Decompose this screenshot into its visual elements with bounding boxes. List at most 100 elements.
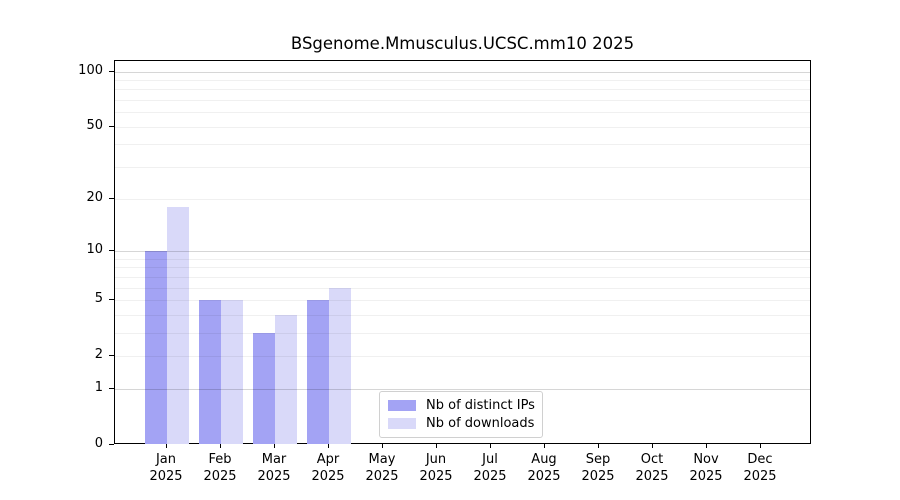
x-tick-label: Oct 2025 xyxy=(625,451,679,485)
x-tick-month: Jan xyxy=(155,452,177,467)
x-tick-month: Apr xyxy=(316,452,340,467)
bar-nb-of-downloads-apr xyxy=(329,287,351,444)
plot-area xyxy=(114,60,811,444)
x-tick-year: 2025 xyxy=(257,469,291,484)
gridline-minor xyxy=(115,112,810,114)
x-tick xyxy=(382,444,383,448)
gridline-major xyxy=(115,71,810,73)
x-tick xyxy=(760,444,761,448)
bar-nb-of-distinct-ips-jan xyxy=(145,250,167,444)
gridline-minor xyxy=(115,126,810,128)
gridline-minor xyxy=(115,89,810,91)
gridline-minor xyxy=(115,79,810,81)
gridline-minor xyxy=(115,314,810,316)
x-tick-month: Jun xyxy=(425,452,447,467)
legend-swatch-downloads xyxy=(388,418,416,429)
y-tick xyxy=(109,197,114,199)
gridline-minor xyxy=(115,267,810,269)
y-tick-label: 100 xyxy=(78,62,103,78)
gridline-minor xyxy=(115,258,810,260)
legend-label-distinct-ips: Nb of distinct IPs xyxy=(426,398,535,413)
legend-swatch-distinct-ips xyxy=(388,400,416,411)
x-tick xyxy=(544,444,545,448)
x-tick-month: Sep xyxy=(585,452,611,467)
y-tick xyxy=(109,298,114,300)
x-tick-label: Apr 2025 xyxy=(301,451,355,485)
x-tick-label: Sep 2025 xyxy=(571,451,625,485)
x-tick xyxy=(274,444,275,448)
gridline-major xyxy=(115,388,810,390)
x-tick-month: Mar xyxy=(261,452,287,467)
gridline-minor xyxy=(115,100,810,102)
x-tick xyxy=(706,444,707,448)
y-tick xyxy=(109,125,114,127)
bar-nb-of-downloads-feb xyxy=(221,299,243,444)
x-tick-label: Jul 2025 xyxy=(463,451,517,485)
gridline-minor xyxy=(115,299,810,301)
x-tick-label: May 2025 xyxy=(355,451,409,485)
y-tick-label: 2 xyxy=(94,347,103,363)
gridline-minor xyxy=(115,287,810,289)
y-tick xyxy=(109,70,114,72)
x-tick-year: 2025 xyxy=(581,469,615,484)
x-tick-month: Aug xyxy=(531,452,557,467)
legend-item-downloads: Nb of downloads xyxy=(388,416,534,431)
x-tick-label: Feb 2025 xyxy=(193,451,247,485)
x-tick-month: Dec xyxy=(747,452,773,467)
x-tick-label: Mar 2025 xyxy=(247,451,301,485)
x-tick-label: Aug 2025 xyxy=(517,451,571,485)
x-tick-year: 2025 xyxy=(311,469,345,484)
x-tick-label: Dec 2025 xyxy=(733,451,787,485)
bar-nb-of-distinct-ips-apr xyxy=(307,299,329,444)
x-tick-label: Jan 2025 xyxy=(139,451,193,485)
x-tick-year: 2025 xyxy=(365,469,399,484)
x-tick-month: May xyxy=(368,452,396,467)
x-tick-year: 2025 xyxy=(149,469,183,484)
x-tick-label: Nov 2025 xyxy=(679,451,733,485)
y-tick-label: 50 xyxy=(86,117,103,133)
legend-label-downloads: Nb of downloads xyxy=(426,416,535,431)
x-tick-year: 2025 xyxy=(473,469,507,484)
gridline-minor xyxy=(115,356,810,358)
y-tick xyxy=(109,444,114,445)
gridline-major xyxy=(115,250,810,252)
x-tick-month: Jul xyxy=(482,452,498,467)
x-tick-year: 2025 xyxy=(635,469,669,484)
x-tick xyxy=(436,444,437,448)
x-tick-month: Nov xyxy=(693,452,719,467)
y-tick xyxy=(109,387,114,389)
gridline-minor xyxy=(115,144,810,146)
x-tick-year: 2025 xyxy=(203,469,237,484)
gridline-minor xyxy=(115,332,810,334)
x-tick-month: Oct xyxy=(640,452,664,467)
x-tick-year: 2025 xyxy=(527,469,561,484)
chart-title: BSgenome.Mmusculus.UCSC.mm10 2025 xyxy=(290,34,635,53)
legend-item-distinct-ips: Nb of distinct IPs xyxy=(388,398,535,413)
x-tick-year: 2025 xyxy=(689,469,723,484)
x-tick xyxy=(652,444,653,448)
y-tick-label: 5 xyxy=(94,290,103,306)
x-tick xyxy=(490,444,491,448)
y-tick-label: 10 xyxy=(86,241,103,257)
bar-nb-of-downloads-mar xyxy=(275,314,297,444)
bar-nb-of-distinct-ips-feb xyxy=(199,299,221,444)
gridline-minor xyxy=(115,167,810,169)
x-tick-year: 2025 xyxy=(419,469,453,484)
x-tick xyxy=(166,444,167,448)
gridline-minor xyxy=(115,276,810,278)
x-tick-label: Jun 2025 xyxy=(409,451,463,485)
bar-nb-of-distinct-ips-mar xyxy=(253,332,275,444)
y-tick xyxy=(109,355,114,357)
y-tick-label: 20 xyxy=(86,189,103,205)
x-tick xyxy=(220,444,221,448)
y-tick-label: 1 xyxy=(94,379,103,395)
x-tick-year: 2025 xyxy=(743,469,777,484)
bar-nb-of-downloads-jan xyxy=(167,206,189,444)
y-tick-label: 0 xyxy=(94,436,103,451)
x-tick xyxy=(598,444,599,448)
x-tick-month: Feb xyxy=(208,452,232,467)
y-tick xyxy=(109,249,114,251)
x-tick xyxy=(328,444,329,448)
legend: Nb of distinct IPs Nb of downloads xyxy=(379,391,543,438)
